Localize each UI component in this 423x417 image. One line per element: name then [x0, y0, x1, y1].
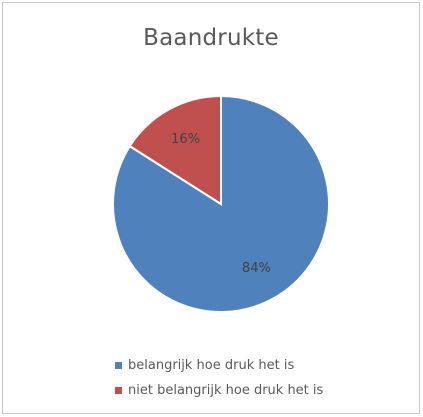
pie-slice: [112, 94, 330, 313]
legend-label: belangrijk hoe druk het is: [128, 357, 295, 373]
legend-item: niet belangrijk hoe druk het is: [115, 380, 323, 400]
slice-data-label: 16%: [171, 132, 200, 147]
legend-item: belangrijk hoe druk het is: [115, 355, 323, 375]
legend-label: niet belangrijk hoe druk het is: [128, 382, 324, 398]
legend: belangrijk hoe druk het is niet belangri…: [115, 355, 323, 405]
pie-slice: [128, 94, 222, 206]
legend-swatch: [115, 361, 122, 369]
chart-area: Baandrukte 84% 16% belangrijk hoe druk he…: [2, 2, 420, 414]
legend-swatch: [115, 386, 122, 394]
chart-title: Baandrukte: [143, 25, 279, 51]
pie-chart: 84% 16%: [112, 94, 330, 313]
slice-data-label: 84%: [242, 261, 271, 276]
